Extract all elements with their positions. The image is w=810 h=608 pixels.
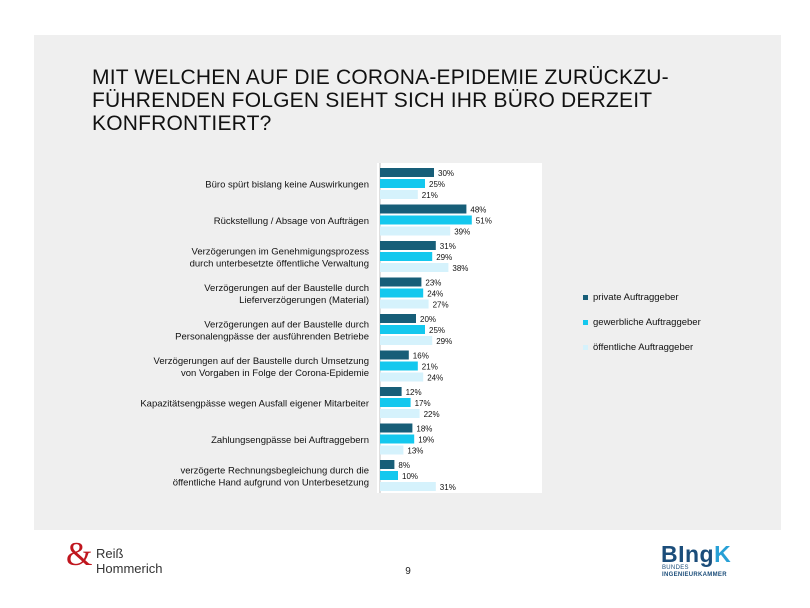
bar-oeffentliche [380, 299, 429, 309]
reiss-hommerich-logo: & Reiß Hommerich [66, 536, 186, 580]
bar-gewerbliche [380, 179, 425, 188]
data-label: 27% [433, 301, 449, 310]
brand-name-line-2: Hommerich [96, 561, 163, 576]
bar-gewerbliche [380, 471, 398, 480]
bar-private [380, 241, 436, 250]
bar-gewerbliche [380, 398, 411, 407]
bingk-logo: BIngK BUNDES INGENIEURKAMMER [661, 541, 771, 581]
data-label: 29% [436, 337, 452, 346]
category-label: Büro spürt bislang keine Auswirkungen [205, 180, 369, 191]
legend-label: gewerbliche Auftraggeber [593, 317, 701, 328]
category-label: Verzögerungen im Genehmigungsprozess [192, 247, 370, 258]
category-label: von Vorgaben in Folge der Corona-Epidemi… [181, 368, 369, 379]
data-label: 23% [425, 279, 441, 288]
data-label: 21% [422, 191, 438, 200]
category-label: durch unterbesetzte öffentliche Verwaltu… [190, 259, 369, 270]
bar-private [380, 423, 413, 433]
bar-private [380, 314, 416, 323]
bingk-logo-main-text: BIng [661, 541, 715, 567]
bar-oeffentliche [380, 482, 436, 491]
brand-name-line-1: Reiß [96, 546, 124, 561]
bar-private [380, 460, 395, 469]
category-label: Verzögerungen auf der Baustelle durch [204, 283, 369, 294]
legend-swatch [583, 295, 588, 300]
bingk-logo-accent-letter: K [714, 541, 732, 567]
data-label: 29% [436, 253, 452, 262]
title-line-3: KONFRONTIERT? [92, 112, 272, 135]
data-label: 48% [470, 206, 486, 215]
data-label: 39% [454, 228, 470, 237]
bar-oeffentliche [380, 372, 424, 382]
bar-gewerbliche [380, 434, 415, 444]
data-label: 19% [418, 436, 434, 445]
bar-private [380, 277, 422, 287]
title-line-1: MIT WELCHEN AUF DIE CORONA-EPIDEMIE ZURÜ… [92, 66, 669, 89]
data-label: 8% [398, 461, 410, 470]
data-label: 16% [413, 352, 429, 361]
data-label: 21% [422, 363, 438, 372]
legend-label: öffentliche Auftraggeber [593, 342, 693, 353]
category-label: verzögerte Rechnungsbegleichung durch di… [180, 466, 369, 477]
category-label: Personalengpässe der ausführenden Betrie… [175, 332, 369, 343]
bingk-logo-wordmark: BIngK [661, 541, 731, 568]
bar-private [380, 168, 434, 177]
data-label: 18% [416, 425, 432, 434]
bar-oeffentliche [380, 409, 420, 418]
bar-gewerbliche [380, 288, 424, 298]
bar-gewerbliche [380, 252, 433, 261]
data-label: 10% [402, 472, 418, 481]
bar-gewerbliche [380, 325, 425, 334]
data-label: 22% [424, 410, 440, 419]
bar-gewerbliche [380, 215, 472, 225]
bar-oeffentliche [380, 336, 433, 345]
data-label: 38% [452, 264, 468, 273]
category-label: Kapazitätsengpässe wegen Ausfall eigener… [140, 399, 369, 410]
legend-swatch [583, 345, 588, 350]
bar-oeffentliche [380, 263, 449, 272]
data-label: 25% [429, 180, 445, 189]
data-label: 30% [438, 169, 454, 178]
data-label: 12% [406, 388, 422, 397]
slide-title: MIT WELCHEN AUF DIE CORONA-EPIDEMIE ZURÜ… [92, 66, 732, 135]
data-label: 17% [415, 399, 431, 408]
data-label: 24% [427, 290, 443, 299]
bar-private [380, 204, 467, 214]
title-line-2: FÜHRENDEN FOLGEN SIEHT SICH IHR BÜRO DER… [92, 89, 653, 112]
legend-swatch [583, 320, 588, 325]
data-label: 20% [420, 315, 436, 324]
data-label: 25% [429, 326, 445, 335]
bingk-logo-subline-1: BUNDES [662, 565, 689, 571]
data-label: 51% [476, 217, 492, 226]
bingk-logo-subline-2: INGENIEURKAMMER [662, 572, 727, 578]
category-label: Lieferverzögerungen (Material) [239, 295, 369, 306]
category-label: öffentliche Hand aufgrund von Unterbeset… [173, 478, 369, 489]
data-label: 31% [440, 483, 456, 492]
bar-oeffentliche [380, 226, 451, 236]
category-label: Verzögerungen auf der Baustelle durch Um… [154, 356, 369, 367]
ampersand-logo-mark: & [66, 536, 93, 573]
category-label: Verzögerungen auf der Baustelle durch [204, 320, 369, 331]
bar-gewerbliche [380, 361, 418, 371]
category-label: Zahlungsengpässe bei Auftraggebern [211, 435, 369, 446]
legend-label: private Auftraggeber [593, 292, 679, 303]
bar-private [380, 387, 402, 396]
bar-oeffentliche [380, 445, 404, 455]
bar-oeffentliche [380, 190, 418, 199]
data-label: 13% [407, 447, 423, 456]
category-label: Rückstellung / Absage von Aufträgen [214, 216, 369, 227]
page-number: 9 [405, 566, 411, 577]
data-label: 24% [427, 374, 443, 383]
data-label: 31% [440, 242, 456, 251]
bar-private [380, 350, 409, 360]
